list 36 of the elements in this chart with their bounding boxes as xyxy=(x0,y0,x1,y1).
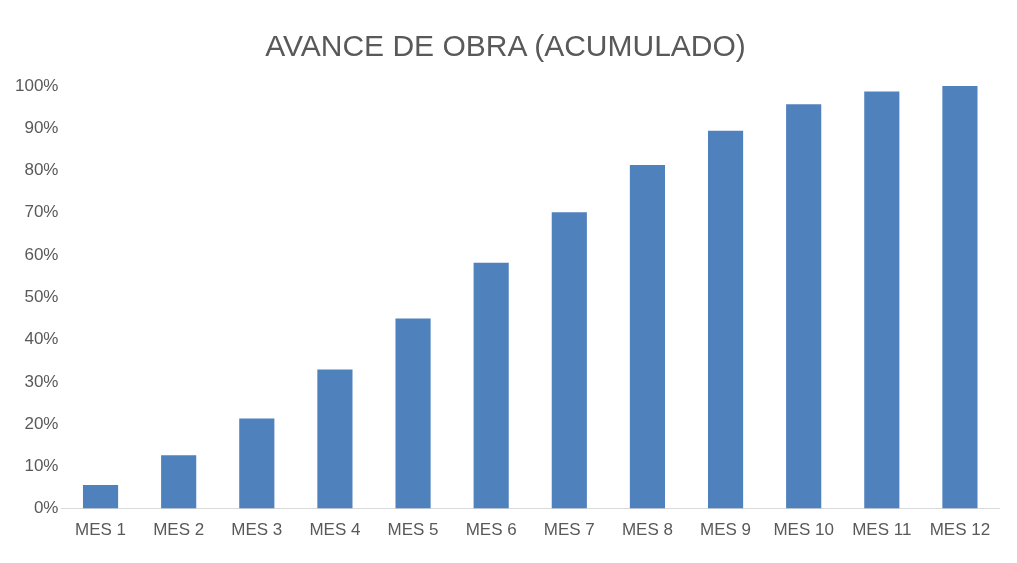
bar xyxy=(317,369,353,509)
bar xyxy=(942,86,978,509)
x-tick-label: MES 2 xyxy=(153,520,205,540)
y-tick-label: 60% xyxy=(24,244,59,264)
x-tick-label: MES 8 xyxy=(621,520,673,540)
x-tick-label: MES 5 xyxy=(387,520,439,540)
bar xyxy=(551,212,587,509)
y-tick-label: 70% xyxy=(24,202,59,222)
x-tick-label: MES 7 xyxy=(543,520,595,540)
y-tick-label: 80% xyxy=(24,160,59,180)
y-tick-label: 90% xyxy=(24,117,59,137)
bar xyxy=(239,418,275,509)
bar xyxy=(82,484,119,509)
x-tick-label: MES 9 xyxy=(700,520,752,540)
y-tick-label: 50% xyxy=(24,286,59,306)
bar xyxy=(707,130,744,509)
x-tick-label: MES 1 xyxy=(75,520,127,540)
bar xyxy=(395,318,431,509)
chart-title: AVANCE DE OBRA (ACUMULADO) xyxy=(265,29,746,63)
x-tick-label: MES 10 xyxy=(773,520,834,540)
y-tick-label: 0% xyxy=(33,498,59,518)
y-tick-label: 10% xyxy=(24,456,59,476)
y-tick-label: 20% xyxy=(24,413,59,433)
x-tick-label: MES 4 xyxy=(309,520,361,540)
y-tick-label: 100% xyxy=(15,75,59,95)
bar xyxy=(629,165,666,509)
y-tick-label: 40% xyxy=(24,329,59,349)
x-tick-label: MES 6 xyxy=(465,520,517,540)
x-tick-label: MES 11 xyxy=(852,520,912,540)
x-tick-label: MES 12 xyxy=(929,520,991,540)
x-tick-label: MES 3 xyxy=(231,520,283,540)
y-tick-label: 30% xyxy=(24,371,59,391)
bar xyxy=(473,262,509,509)
bar xyxy=(161,455,197,509)
bar xyxy=(864,91,900,509)
bar xyxy=(786,104,822,509)
